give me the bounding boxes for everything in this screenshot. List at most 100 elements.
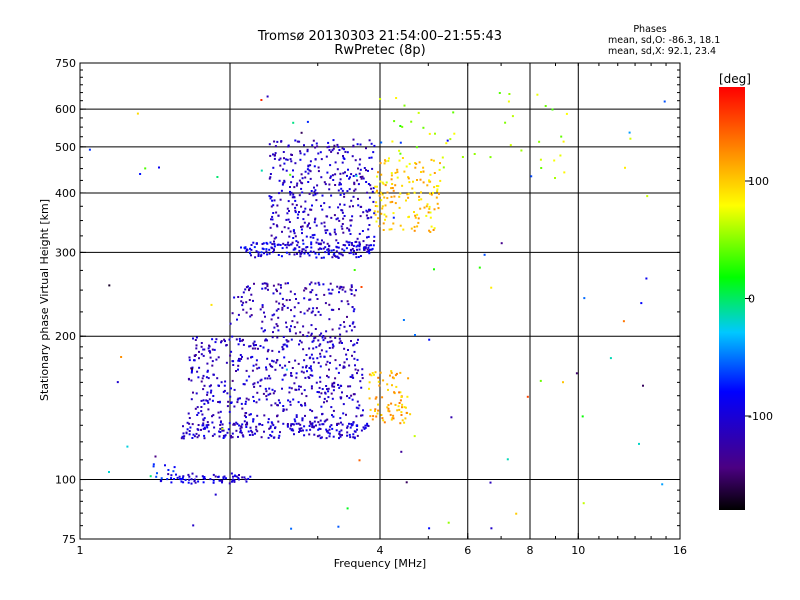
data-point <box>291 175 294 178</box>
data-point <box>277 214 280 217</box>
data-point <box>228 422 231 425</box>
data-point <box>314 416 317 419</box>
data-point <box>260 169 263 172</box>
data-point <box>315 346 318 349</box>
data-point <box>408 181 411 184</box>
data-point <box>277 254 280 256</box>
data-point <box>400 396 403 398</box>
data-point <box>373 240 376 242</box>
data-point <box>288 361 291 363</box>
data-point <box>449 138 452 141</box>
phase-stats-o: mean, sd,O: -86.3, 18.1 <box>608 35 720 46</box>
data-point <box>347 385 350 388</box>
data-point <box>360 429 363 432</box>
data-point <box>333 385 336 388</box>
data-point <box>276 290 278 293</box>
data-point <box>219 410 222 413</box>
data-point <box>330 392 333 395</box>
data-point <box>414 162 417 164</box>
data-point <box>203 437 206 440</box>
data-point <box>369 415 372 418</box>
data-point <box>370 216 373 219</box>
data-point <box>195 344 198 347</box>
data-point <box>236 318 238 321</box>
data-point <box>356 248 358 251</box>
data-point <box>298 140 301 143</box>
data-point <box>243 246 246 249</box>
data-point <box>195 336 198 339</box>
data-point <box>206 426 209 429</box>
data-point <box>337 189 340 192</box>
data-point <box>366 236 368 239</box>
data-point <box>374 185 377 188</box>
data-point <box>312 347 315 350</box>
data-point <box>193 478 196 481</box>
data-point <box>346 431 349 434</box>
data-point <box>190 371 193 374</box>
data-point <box>237 476 240 479</box>
data-point <box>188 433 191 436</box>
data-point <box>236 398 239 401</box>
data-point <box>313 337 316 340</box>
data-point <box>294 162 297 165</box>
data-point <box>368 252 371 255</box>
data-point <box>329 425 332 428</box>
data-point <box>333 214 336 217</box>
x-tick-label: 8 <box>527 544 534 557</box>
data-point <box>327 250 330 253</box>
data-point <box>376 205 379 208</box>
data-point <box>325 215 328 218</box>
data-point <box>264 377 267 380</box>
data-point <box>281 387 283 390</box>
data-point <box>317 361 320 364</box>
data-point <box>243 414 246 417</box>
data-point <box>346 315 348 318</box>
data-point <box>302 248 305 251</box>
data-point <box>308 192 311 195</box>
data-point <box>288 210 290 212</box>
data-point <box>314 252 317 255</box>
data-point <box>312 361 315 364</box>
data-point <box>257 253 260 256</box>
data-point <box>417 111 420 114</box>
data-point <box>202 418 205 421</box>
data-point <box>218 416 221 419</box>
data-point <box>356 434 359 437</box>
data-point <box>365 147 367 150</box>
data-point <box>341 223 344 225</box>
data-point <box>273 390 276 393</box>
data-point <box>295 240 298 243</box>
data-point <box>287 282 289 285</box>
data-point <box>211 360 214 363</box>
data-point <box>526 395 529 398</box>
data-point <box>303 252 306 255</box>
data-point <box>308 222 310 225</box>
data-point <box>192 391 194 394</box>
data-point <box>323 221 326 224</box>
data-point <box>384 218 386 221</box>
data-point <box>320 158 323 161</box>
data-point <box>336 422 339 425</box>
data-point <box>377 376 380 379</box>
data-point <box>341 423 344 426</box>
data-point <box>300 187 303 190</box>
data-point <box>315 307 318 310</box>
data-point <box>428 179 430 182</box>
data-point <box>245 426 248 428</box>
data-point <box>201 424 204 427</box>
data-point <box>298 343 300 346</box>
data-point <box>229 436 232 439</box>
data-point <box>231 379 234 382</box>
data-point <box>364 246 367 249</box>
data-point <box>281 183 284 186</box>
data-point <box>341 434 343 437</box>
data-point <box>378 194 381 197</box>
data-point <box>309 408 312 411</box>
data-point <box>403 421 406 424</box>
data-point <box>273 157 276 160</box>
data-point <box>553 159 556 162</box>
data-point <box>354 364 356 367</box>
data-point <box>336 168 339 171</box>
data-point <box>320 349 323 352</box>
